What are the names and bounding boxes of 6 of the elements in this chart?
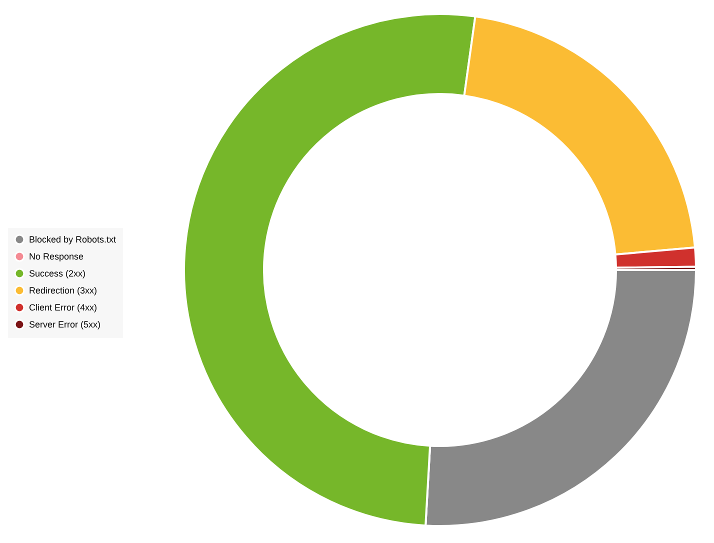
legend-label: Client Error (4xx) — [29, 302, 98, 312]
legend-label: Success (2xx) — [29, 268, 86, 278]
legend-label: Server Error (5xx) — [29, 320, 101, 330]
legend-label: No Response — [29, 252, 84, 262]
legend-label: Blocked by Robots.txt — [29, 234, 117, 244]
legend-label: Redirection (3xx) — [29, 286, 98, 296]
